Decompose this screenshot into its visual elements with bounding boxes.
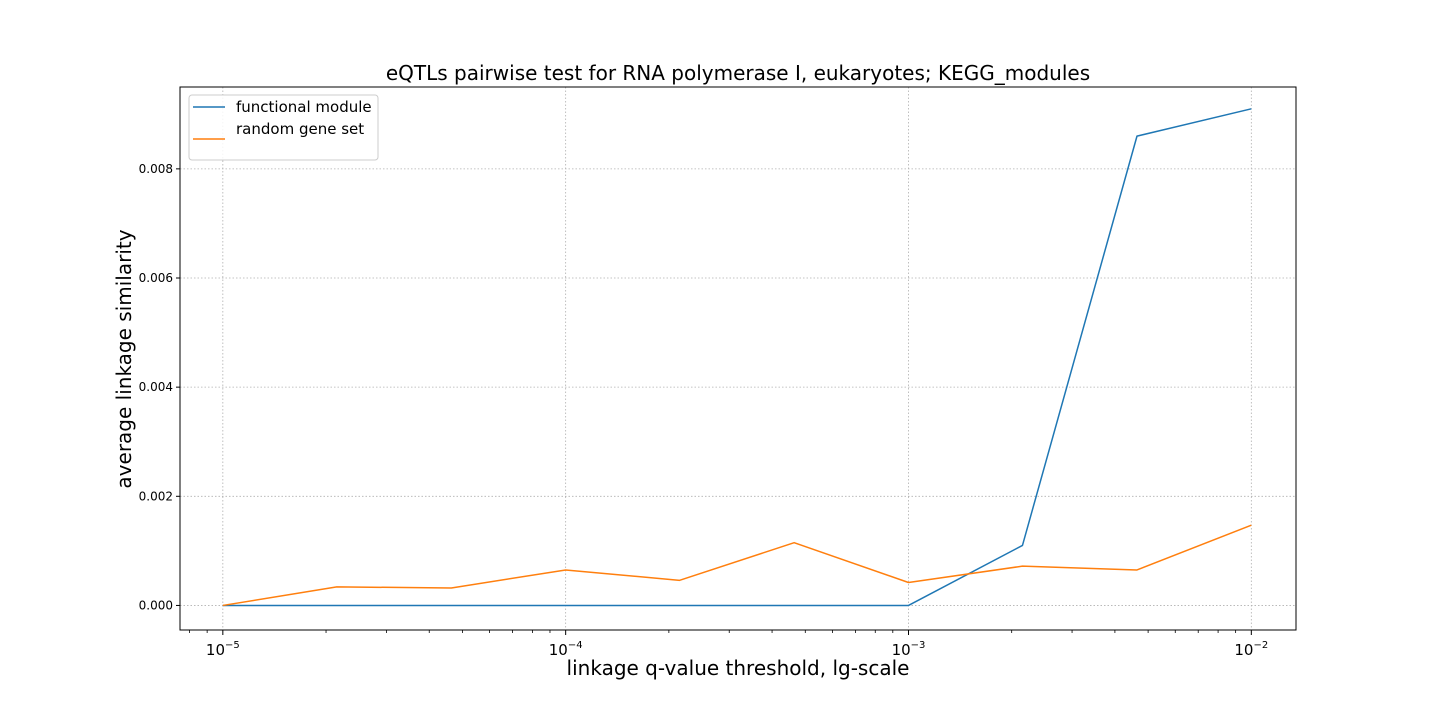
x-tick-exponent: −2 (1253, 640, 1268, 651)
grid (180, 87, 1296, 630)
series-line-functional-module (222, 108, 1252, 607)
x-axis-ticks: 10−5 10−4 10−3 10−2 (189, 630, 1268, 659)
x-tick-exponent: −5 (225, 640, 240, 651)
x-tick-label: 10−3 (892, 640, 926, 659)
x-tick-exponent: −4 (568, 640, 583, 651)
x-tick-base: 10 (892, 641, 911, 659)
series-line-random-gene-set (222, 524, 1252, 607)
y-tick-label: 0.004 (139, 380, 173, 394)
legend-box (188, 94, 379, 161)
x-tick-base: 10 (1234, 641, 1253, 659)
legend-label: functional module (236, 98, 372, 116)
legend: functional module random gene set (188, 94, 379, 161)
series-lines (222, 108, 1252, 607)
y-tick-label: 0.000 (139, 598, 173, 612)
y-axis-ticks: 0.000 0.002 0.004 0.006 0.008 (139, 162, 180, 612)
y-tick-label: 0.006 (139, 271, 173, 285)
chart-title: eQTLs pairwise test for RNA polymerase I… (386, 61, 1090, 85)
x-tick-base: 10 (206, 641, 225, 659)
plot-frame (179, 86, 1297, 631)
x-tick-exponent: −3 (911, 640, 926, 651)
y-tick-label: 0.008 (139, 162, 173, 176)
x-axis-label: linkage q-value threshold, lg-scale (567, 656, 910, 680)
y-axis-label: average linkage similarity (112, 229, 136, 488)
legend-label: random gene set (236, 120, 364, 138)
x-tick-label: 10−4 (549, 640, 583, 659)
x-tick-label: 10−2 (1234, 640, 1268, 659)
x-tick-label: 10−5 (206, 640, 240, 659)
y-tick-label: 0.002 (139, 489, 173, 503)
x-tick-base: 10 (549, 641, 568, 659)
